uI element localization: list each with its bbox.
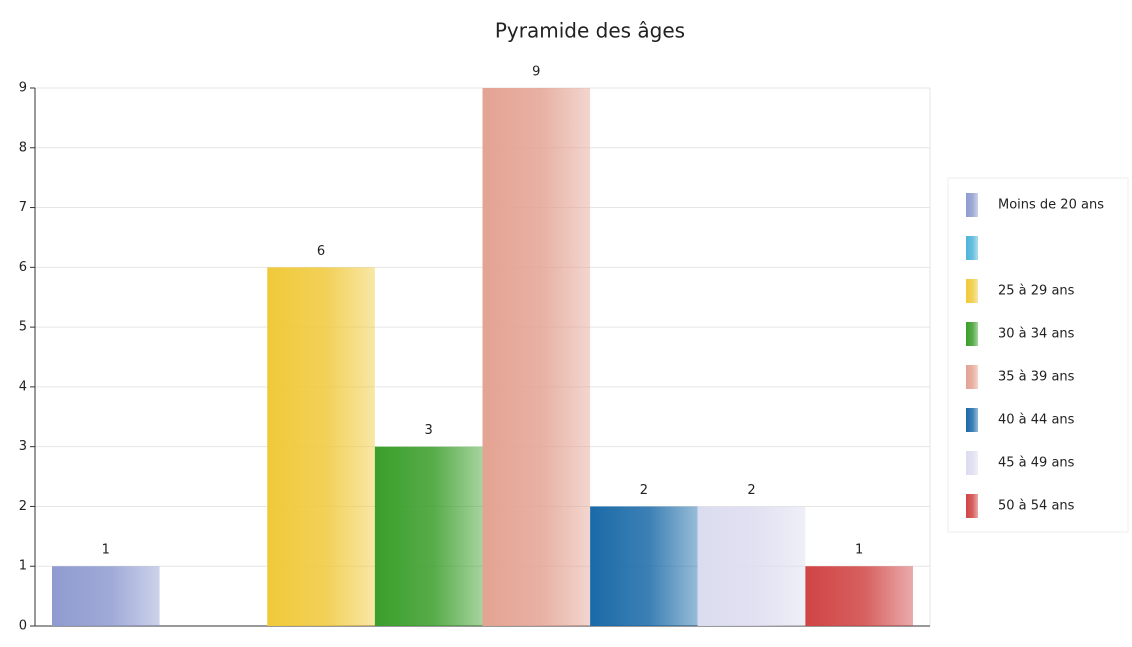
y-tick-label: 8 — [19, 140, 27, 155]
data-label: 9 — [532, 65, 540, 80]
y-tick-label: 2 — [19, 499, 27, 514]
legend-label: 35 à 39 ans — [998, 370, 1075, 385]
data-label: 6 — [317, 244, 325, 259]
bar — [482, 88, 591, 626]
y-tick-label: 5 — [19, 320, 27, 335]
data-label: 1 — [102, 543, 110, 558]
legend-swatch — [966, 279, 978, 303]
y-tick-label: 1 — [19, 559, 27, 574]
legend-swatch — [966, 322, 978, 346]
y-tick-label: 6 — [19, 260, 27, 275]
bar — [805, 566, 913, 626]
data-label: 3 — [425, 423, 433, 438]
legend-swatch — [966, 494, 978, 518]
data-label: 2 — [640, 483, 648, 498]
legend-swatch — [966, 451, 978, 475]
chart-title: Pyramide des âges — [495, 19, 685, 43]
data-label: 1 — [855, 543, 863, 558]
legend-label: 25 à 29 ans — [998, 284, 1075, 299]
y-tick-label: 3 — [19, 439, 27, 454]
legend-swatch — [966, 365, 978, 389]
legend-swatch — [966, 236, 978, 260]
legend-label: 40 à 44 ans — [998, 413, 1075, 428]
bar — [267, 267, 375, 626]
bar — [590, 506, 698, 626]
legend-label: 50 à 54 ans — [998, 499, 1075, 514]
legend-label: 30 à 34 ans — [998, 327, 1075, 342]
y-tick-label: 9 — [19, 81, 27, 96]
bar — [374, 446, 483, 626]
bar — [697, 506, 806, 626]
legend-label: 45 à 49 ans — [998, 456, 1075, 471]
bar — [52, 566, 160, 626]
y-tick-label: 4 — [19, 379, 27, 394]
y-tick-label: 7 — [19, 200, 27, 215]
legend-box — [947, 177, 1129, 533]
y-tick-label: 0 — [19, 619, 27, 634]
data-label: 2 — [747, 483, 755, 498]
legend-swatch — [966, 408, 978, 432]
legend-label: Moins de 20 ans — [998, 198, 1104, 213]
legend-swatch — [966, 193, 978, 217]
